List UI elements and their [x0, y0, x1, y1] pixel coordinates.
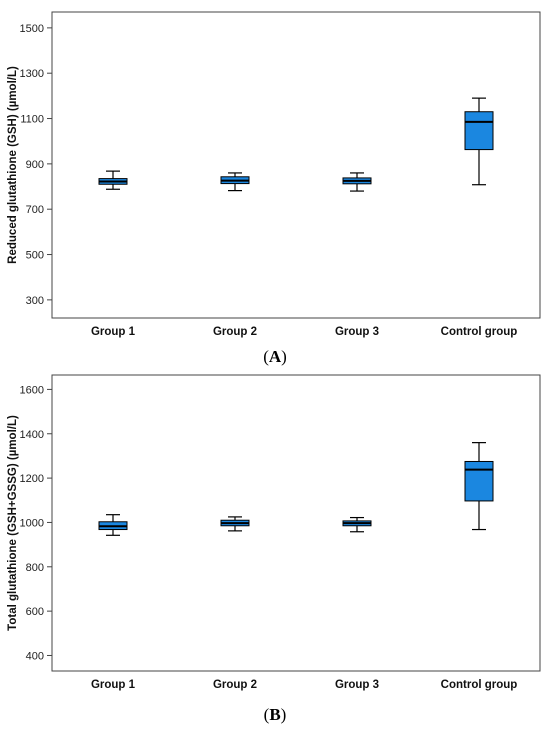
x-tick-label: Group 3	[335, 679, 379, 691]
box-4	[464, 97, 494, 186]
y-tick-label: 1300	[20, 68, 44, 80]
box-1	[98, 514, 128, 536]
y-tick-label: 1400	[20, 429, 44, 441]
y-tick-label: 1200	[20, 473, 44, 485]
panel-caption-b: (B)	[263, 705, 287, 724]
y-tick-label: 300	[26, 295, 44, 307]
plot-frame	[51, 11, 541, 319]
box-1	[98, 170, 128, 190]
box-2	[220, 172, 250, 192]
y-tick-label: 1100	[20, 114, 44, 126]
y-axis-label: Total glutathione (GSH+GSSG) (µmol/L)	[7, 415, 19, 631]
x-tick-label: Group 2	[213, 326, 257, 338]
y-tick-label: 900	[26, 159, 44, 171]
y-tick-label: 700	[26, 204, 44, 216]
box-3	[342, 516, 372, 533]
x-tick-label: Control group	[441, 679, 518, 691]
y-tick-label: 400	[26, 650, 44, 662]
y-tick-label: 1000	[20, 517, 44, 529]
x-tick-label: Group 3	[335, 326, 379, 338]
x-tick-label: Control group	[441, 326, 518, 338]
y-tick-label: 800	[26, 562, 44, 574]
y-tick-label: 1600	[20, 384, 44, 396]
chart-panel-a: 300 500 700 900 1100 1300 1500 Reduced glutathi…	[0, 0, 550, 345]
x-tick-label: Group 1	[91, 679, 136, 691]
gsh-box-plot: 300 500 700 900 1100 1300 1500 Reduced glutathi…	[7, 11, 541, 338]
x-tick-label: Group 1	[91, 326, 136, 338]
total-glutathione-box-plot: 400 600 800 1000 1200 1400 1600 Total glutathio…	[7, 374, 541, 691]
box-3	[342, 172, 372, 192]
panel-caption-a: (A)	[263, 347, 287, 366]
box-2	[220, 516, 250, 532]
y-tick-label: 600	[26, 606, 44, 618]
x-tick-label: Group 2	[213, 679, 257, 691]
iqr-box	[464, 460, 494, 502]
plot-frame	[51, 374, 541, 672]
y-axis-label: Reduced glutathione (GSH) (µmol/L)	[7, 66, 19, 264]
box-4	[464, 442, 494, 531]
chart-panel-b: 400 600 800 1000 1200 1400 1600 Total glutathio…	[0, 366, 550, 706]
y-tick-label: 1500	[20, 23, 44, 35]
panel-letter-b: B	[269, 705, 281, 724]
iqr-box	[464, 111, 494, 151]
panel-letter-a: A	[268, 347, 282, 366]
y-tick-label: 500	[26, 250, 44, 262]
